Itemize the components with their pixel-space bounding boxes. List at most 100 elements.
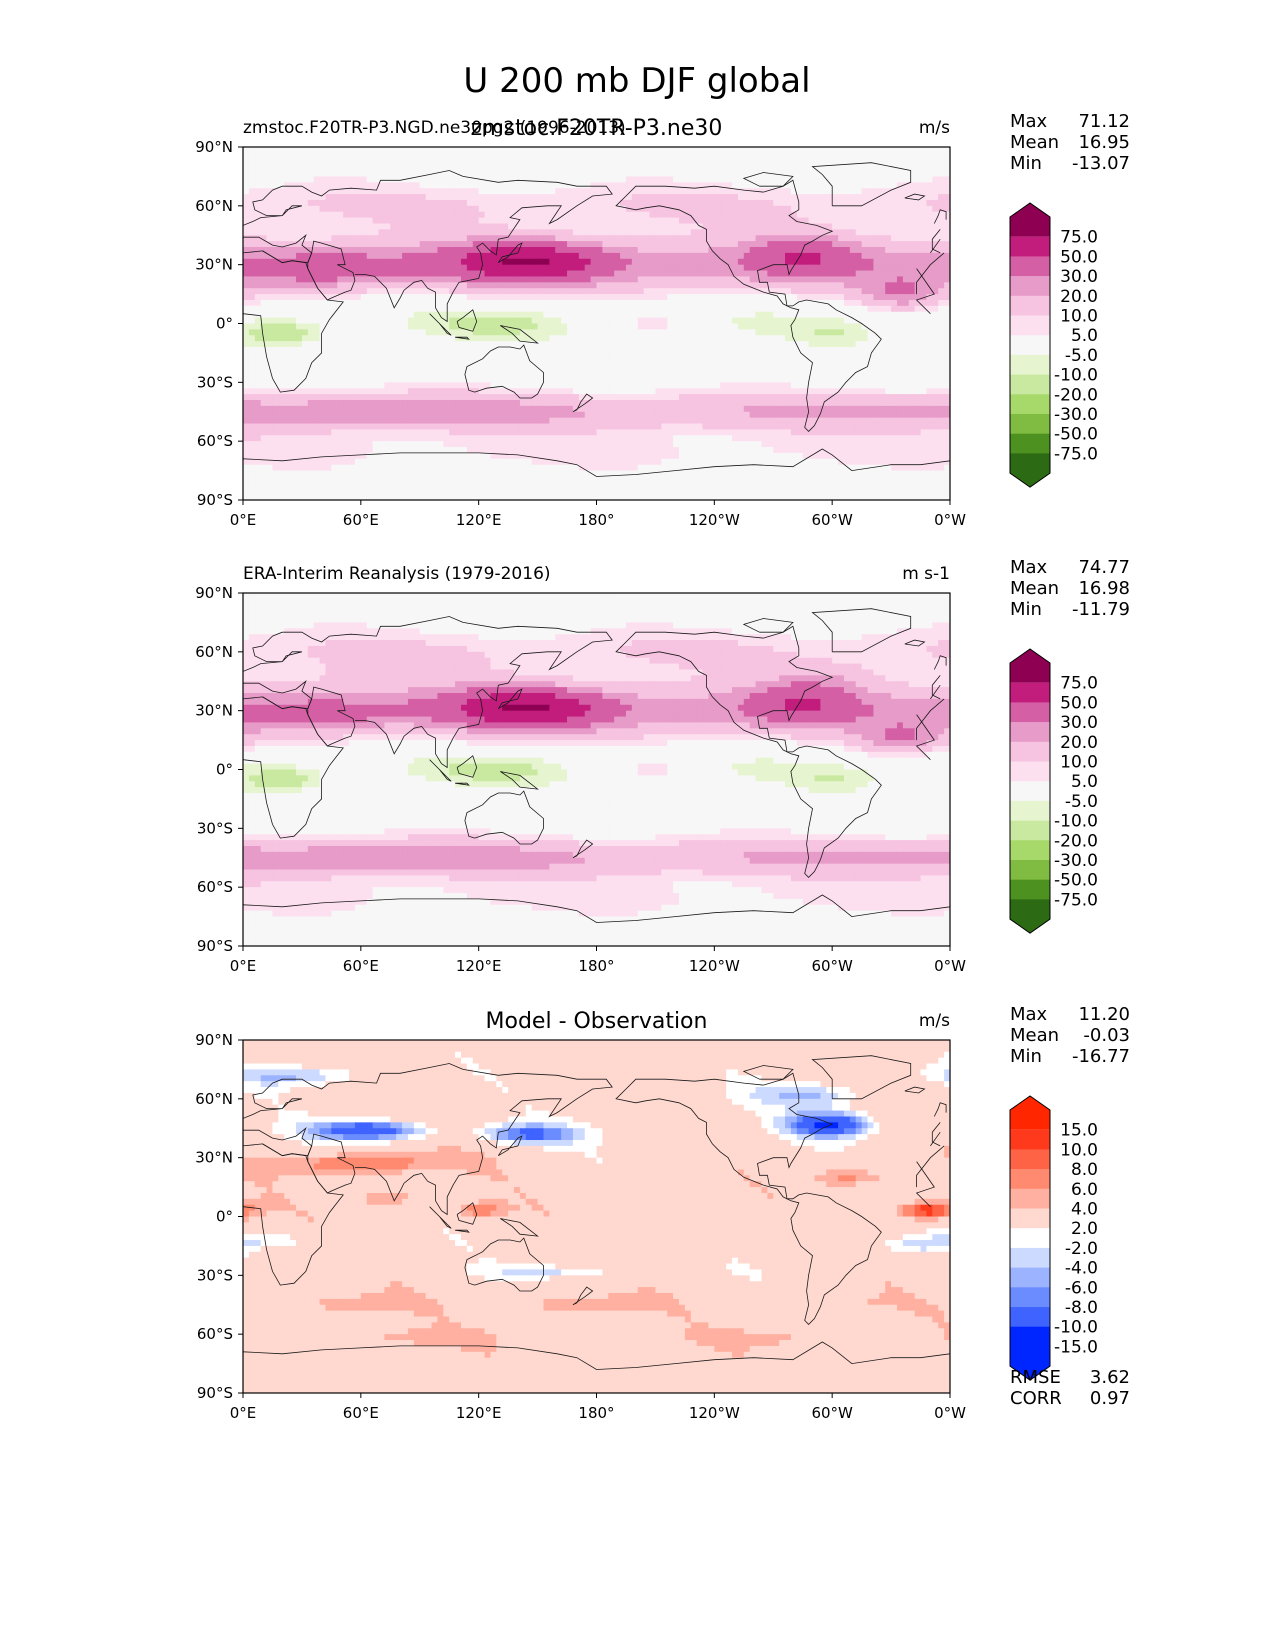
field-cell xyxy=(838,264,845,272)
field-cell xyxy=(555,364,562,372)
field-cell xyxy=(855,335,863,342)
field-cell xyxy=(490,276,497,283)
field-cell xyxy=(366,211,374,219)
field-cell xyxy=(867,235,875,242)
field-cell xyxy=(514,388,521,395)
field-cell xyxy=(596,299,603,307)
field-cell xyxy=(767,247,774,254)
field-cell xyxy=(714,282,721,289)
field-cell xyxy=(561,170,568,178)
field-cell xyxy=(690,258,698,266)
field-cell xyxy=(525,152,533,160)
field-cell xyxy=(861,211,869,219)
field-cell xyxy=(678,282,686,289)
field-cell xyxy=(372,282,380,289)
field-cell xyxy=(708,270,715,278)
field-cell xyxy=(396,194,403,201)
field-cell xyxy=(938,311,945,319)
field-cell xyxy=(549,335,556,342)
field-cell xyxy=(531,158,539,166)
field-cell xyxy=(325,176,332,183)
field-cell xyxy=(584,188,592,195)
field-cell xyxy=(649,347,657,354)
field-cell xyxy=(743,352,751,360)
field-cell xyxy=(826,276,833,283)
field-cell xyxy=(708,282,715,289)
field-cell xyxy=(278,282,285,289)
field-cell xyxy=(525,364,533,372)
field-cell xyxy=(608,258,615,266)
field-cell xyxy=(620,341,627,348)
field-cell xyxy=(590,170,598,178)
field-cell xyxy=(802,376,810,383)
field-cell xyxy=(667,376,674,383)
field-cell xyxy=(531,194,539,201)
field-cell xyxy=(572,364,580,372)
field-cell xyxy=(443,323,450,330)
field-cell xyxy=(390,188,397,195)
field-cell xyxy=(779,188,786,195)
field-cell xyxy=(549,288,556,295)
field-cell xyxy=(490,170,497,178)
field-cell xyxy=(301,299,309,307)
field-cell xyxy=(478,164,486,172)
field-cell xyxy=(590,217,598,225)
field-cell xyxy=(767,270,774,278)
field-cell xyxy=(714,382,721,389)
field-cell xyxy=(296,382,303,389)
field-cell xyxy=(402,358,409,366)
field-cell xyxy=(484,382,492,389)
field-cell xyxy=(243,370,250,378)
field-cell xyxy=(596,364,603,372)
field-cell xyxy=(449,176,456,183)
field-cell xyxy=(555,182,562,189)
field-cell xyxy=(372,382,380,389)
field-cell xyxy=(737,299,745,307)
field-cell xyxy=(785,182,792,189)
field-cell xyxy=(614,305,621,313)
field-cell xyxy=(260,252,268,260)
field-cell xyxy=(684,276,692,283)
field-cell xyxy=(832,311,839,319)
field-cell xyxy=(802,252,810,260)
field-cell xyxy=(855,188,863,195)
field-cell xyxy=(537,376,545,383)
field-cell xyxy=(449,305,456,313)
field-cell xyxy=(814,223,821,230)
field-cell xyxy=(720,270,727,278)
field-cell xyxy=(944,152,950,160)
field-cell xyxy=(260,335,268,342)
field-cell xyxy=(808,352,816,360)
field-cell xyxy=(649,364,657,372)
field-cell xyxy=(301,152,309,160)
field-cell xyxy=(673,305,680,313)
field-cell xyxy=(590,294,598,301)
field-cell xyxy=(838,317,845,325)
field-cell xyxy=(372,229,380,236)
field-cell xyxy=(278,152,285,160)
field-cell xyxy=(584,205,592,213)
field-cell xyxy=(508,370,515,378)
field-cell xyxy=(755,176,763,183)
field-cell xyxy=(785,323,792,330)
field-cell xyxy=(360,341,368,348)
field-cell xyxy=(296,388,303,395)
field-cell xyxy=(466,311,474,319)
field-cell xyxy=(879,147,886,154)
field-cell xyxy=(519,164,527,172)
field-cell xyxy=(466,288,474,295)
field-cell xyxy=(749,158,757,166)
field-cell xyxy=(637,194,645,201)
field-cell xyxy=(590,176,598,183)
field-cell xyxy=(649,158,657,166)
field-cell xyxy=(673,252,680,260)
field-cell xyxy=(413,288,421,295)
field-cell xyxy=(466,152,474,160)
field-cell xyxy=(896,358,904,366)
field-cell xyxy=(466,317,474,325)
field-cell xyxy=(278,305,285,313)
field-cell xyxy=(407,211,415,219)
field-cell xyxy=(843,205,851,213)
field-cell xyxy=(343,364,350,372)
field-cell xyxy=(879,241,886,248)
